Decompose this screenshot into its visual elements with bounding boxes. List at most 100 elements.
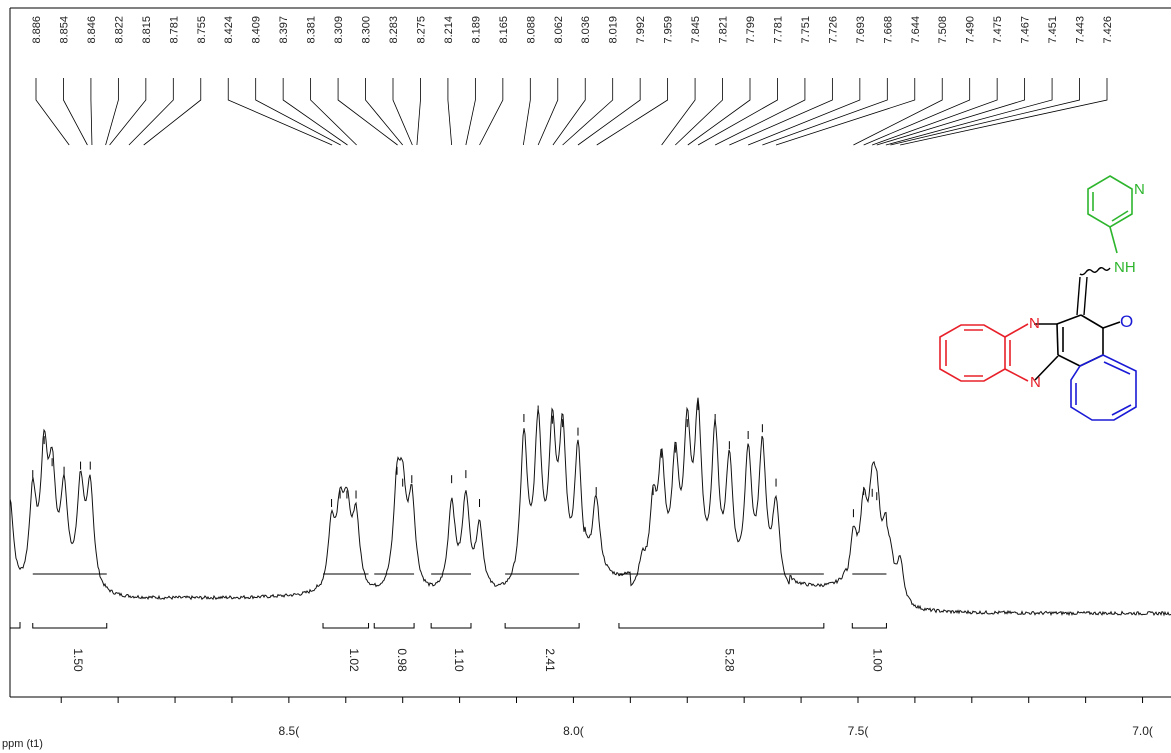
- integral-value: 1.00: [870, 648, 884, 672]
- peak-label: 8.854: [58, 16, 70, 44]
- right-benzo-ring: [1070, 354, 1137, 421]
- peak-label: 8.300: [361, 16, 373, 44]
- peak-label: 7.781: [772, 16, 784, 44]
- peak-label: 7.992: [635, 16, 647, 44]
- central-ring: [1056, 314, 1121, 367]
- peak-label: 8.409: [251, 16, 263, 44]
- peak-label: 8.062: [553, 16, 565, 44]
- peak-label: 8.886: [31, 16, 43, 44]
- integral-bracket: [32, 623, 108, 629]
- integral-bracket: [322, 623, 370, 629]
- peak-connector: [714, 78, 806, 146]
- peak-connector: [447, 78, 453, 146]
- peak-connector: [747, 78, 861, 146]
- peak-label: 7.845: [690, 16, 702, 44]
- chemical-structure: N NH O N N: [939, 175, 1145, 421]
- integral-value: 1.50: [71, 648, 85, 672]
- peak-connector: [416, 78, 421, 146]
- peak-connector: [885, 78, 1053, 146]
- pyridine-ring: [1087, 175, 1133, 254]
- peak-label: 8.755: [196, 16, 208, 44]
- peak-connector: [522, 78, 531, 146]
- peak-label: 8.822: [113, 16, 125, 44]
- oxygen-label: O: [1120, 312, 1133, 331]
- peak-connector: [863, 78, 971, 146]
- integral-value: 0.98: [395, 648, 409, 672]
- integral-value: 5.28: [722, 648, 736, 672]
- peak-connector: [365, 78, 403, 146]
- peak-connector: [687, 78, 751, 146]
- peak-connector: [562, 78, 614, 146]
- peak-label: 8.036: [580, 16, 592, 44]
- peak-connector: [697, 78, 778, 146]
- peak-connector: [109, 78, 147, 146]
- pyrazine-ring: [1034, 323, 1059, 381]
- x-tick-label: 8.0(: [563, 724, 584, 738]
- peak-connector: [675, 78, 723, 146]
- peak-label: 7.475: [992, 16, 1004, 44]
- peak-connector: [35, 78, 70, 146]
- peak-connector: [537, 78, 559, 146]
- peak-tick-group: [9, 402, 878, 518]
- peak-label: 8.781: [168, 16, 180, 44]
- peak-connector: [479, 78, 504, 146]
- peak-connector: [282, 78, 348, 146]
- peak-label: 8.189: [470, 16, 482, 44]
- integral-value: 1.10: [452, 648, 466, 672]
- peak-connector: [853, 78, 943, 146]
- peak-connector: [143, 78, 202, 146]
- peak-label: 7.959: [663, 16, 675, 44]
- peak-label: 7.490: [965, 16, 977, 44]
- peak-connector: [227, 78, 333, 146]
- peak-label: 7.467: [1020, 16, 1032, 44]
- peak-label: 7.644: [910, 16, 922, 44]
- peak-connector-group: [35, 78, 1108, 146]
- peak-connector: [337, 78, 398, 146]
- peak-connector: [310, 78, 357, 146]
- nh-label: NH: [1114, 259, 1136, 276]
- peak-label: 7.451: [1047, 16, 1059, 44]
- peak-connector: [128, 78, 174, 146]
- x-axis-group: 8.5(8.0(7.5(7.0(: [60, 697, 1153, 738]
- x-tick-label: 8.5(: [279, 724, 300, 738]
- peak-label: 7.821: [718, 16, 730, 44]
- peak-label: 8.846: [86, 16, 98, 44]
- peak-label: 7.443: [1075, 16, 1087, 44]
- integral-bracket: [430, 623, 472, 629]
- peak-label: 7.726: [827, 16, 839, 44]
- peak-label: 8.165: [498, 16, 510, 44]
- pyrazine-nitrogen-bottom: N: [1030, 374, 1041, 391]
- linker-bonds: [1076, 267, 1111, 316]
- peak-label: 7.668: [882, 16, 894, 44]
- peak-connector: [577, 78, 641, 146]
- peak-connector: [552, 78, 586, 146]
- pyrazine-nitrogen-top: N: [1029, 315, 1040, 332]
- peak-connector: [729, 78, 833, 146]
- peak-label: 8.214: [443, 16, 455, 44]
- x-tick-label: 7.5(: [848, 724, 869, 738]
- peak-label: 7.693: [855, 16, 867, 44]
- peak-connector: [890, 78, 1080, 146]
- integral-bracket-edge: [10, 622, 21, 629]
- peak-connector: [900, 78, 1108, 146]
- integral-bracket: [373, 623, 415, 629]
- peak-connector: [775, 78, 916, 146]
- peak-connector: [876, 78, 1026, 146]
- peak-connector: [661, 78, 696, 146]
- integral-group: 1.50 1.02 0.98 1.10 2.41 5.28 1.00: [10, 573, 887, 672]
- peak-label: 8.397: [278, 16, 290, 44]
- peak-label: 8.424: [223, 16, 235, 44]
- peak-label: 7.508: [937, 16, 949, 44]
- integral-bracket: [618, 623, 825, 629]
- peak-label: 8.088: [525, 16, 537, 44]
- peak-connector: [762, 78, 888, 146]
- peak-connector: [596, 78, 669, 146]
- peak-label: 7.799: [745, 16, 757, 44]
- peak-label: 8.309: [333, 16, 345, 44]
- peak-connector: [105, 78, 119, 146]
- peak-label: 8.815: [141, 16, 153, 44]
- peak-connector: [63, 78, 88, 146]
- x-axis-label: ppm (t1): [2, 738, 43, 750]
- peak-label: 8.019: [608, 16, 620, 44]
- integral-bracket: [504, 623, 580, 629]
